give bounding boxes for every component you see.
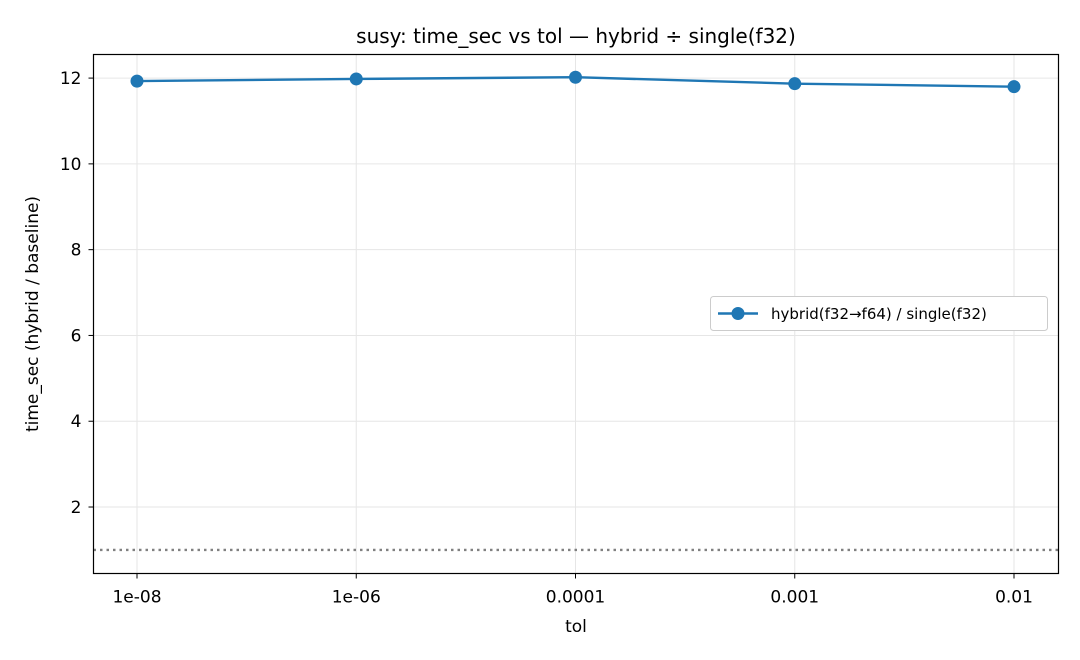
x-axis-title: tol — [565, 617, 587, 637]
y-axis-title: time_sec (hybrid / baseline) — [23, 196, 43, 432]
y-tick-label: 4 — [71, 412, 82, 432]
legend: hybrid(f32→f64) / single(f32) — [710, 296, 1048, 331]
x-tick-label: 0.0001 — [546, 588, 605, 608]
y-tick-label: 6 — [71, 326, 82, 346]
y-tick-label: 8 — [71, 241, 82, 261]
data-point — [788, 77, 802, 91]
data-point — [349, 72, 363, 86]
x-tick-label: 1e-08 — [112, 588, 161, 608]
legend-box — [710, 296, 1048, 331]
data-point — [1007, 80, 1021, 94]
legend-marker — [731, 307, 745, 320]
y-tick-label: 12 — [60, 69, 82, 89]
y-tick-label: 10 — [60, 155, 82, 175]
y-axis: 2 4 6 8 10 12 — [60, 69, 94, 518]
data-point — [569, 70, 582, 84]
x-tick-label: 0.001 — [770, 588, 819, 608]
data-point — [130, 74, 144, 88]
x-tick-label: 0.01 — [995, 588, 1033, 608]
series-layer — [130, 70, 1021, 94]
chart-title: susy: time_sec vs tol — hybrid ÷ single(… — [356, 24, 796, 48]
y-tick-label: 2 — [71, 498, 82, 518]
legend-label: hybrid(f32→f64) / single(f32) — [771, 305, 987, 323]
x-tick-label: 1e-06 — [332, 588, 381, 608]
x-axis: 1e-08 1e-06 0.0001 0.001 0.01 — [112, 573, 1033, 608]
